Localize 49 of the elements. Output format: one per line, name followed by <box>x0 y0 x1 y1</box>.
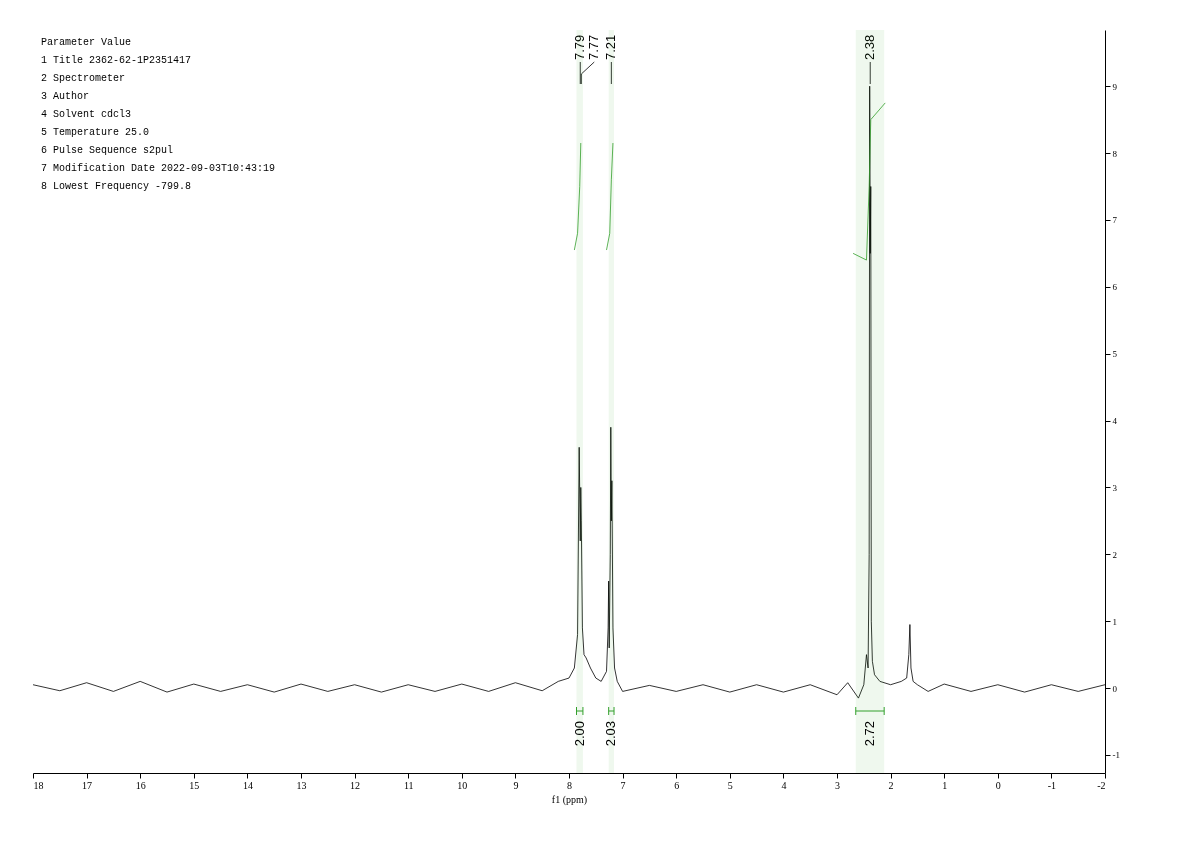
x-tick-label: 8 <box>567 779 572 791</box>
ref-line-label: 7.79 <box>572 34 588 60</box>
x-tick-label: 13 <box>296 779 307 791</box>
ref-line-label: 7.21 <box>603 34 619 60</box>
y-tick-label: 9 <box>1112 81 1118 92</box>
annotation: 1 Title 2362-62-1P2351417 <box>41 55 192 66</box>
x-tick-label: 15 <box>189 779 200 791</box>
y-tick-label: 3 <box>1112 482 1118 493</box>
x-tick-label: 16 <box>135 779 146 791</box>
y-tick-label: -1 <box>1112 750 1120 761</box>
band-label: 2.03 <box>603 721 619 747</box>
x-tick-label: -1 <box>1047 779 1057 791</box>
annotation: 8 Lowest Frequency -799.8 <box>41 181 192 192</box>
band-label: 2.72 <box>861 721 877 747</box>
annotation: Parameter Value <box>41 37 132 48</box>
y-tick-label: 6 <box>1112 282 1118 293</box>
x-tick-label: 10 <box>457 779 468 791</box>
y-tick-label: 5 <box>1112 349 1118 360</box>
x-tick-label: 11 <box>403 779 414 791</box>
ref-line-label: 2.38 <box>862 34 878 60</box>
ref-line-label: 7.77 <box>586 34 602 60</box>
annotation: 3 Author <box>41 91 90 102</box>
x-tick-label: 18 <box>33 779 44 791</box>
x-tick-label: 7 <box>620 779 626 791</box>
y-tick-label: 0 <box>1112 683 1118 694</box>
annotation: 5 Temperature 25.0 <box>41 127 150 138</box>
x-tick-label: 5 <box>727 779 733 791</box>
x-tick-label: 3 <box>835 779 840 791</box>
y-tick-label: 4 <box>1112 416 1118 427</box>
y-tick-label: 2 <box>1112 549 1117 560</box>
x-tick-label: 9 <box>513 779 519 791</box>
x-axis-title: f1 (ppm) <box>551 793 588 806</box>
x-tick-label: 0 <box>995 779 1001 791</box>
x-tick-label: 6 <box>674 779 680 791</box>
annotation: 2 Spectrometer <box>41 73 126 84</box>
band-label: 2.00 <box>571 721 587 747</box>
annotation: 4 Solvent cdcl3 <box>41 109 132 120</box>
x-tick-label: 12 <box>350 779 361 791</box>
y-tick-label: 8 <box>1112 148 1118 159</box>
x-tick-label: 2 <box>888 779 894 791</box>
x-tick-label: 1 <box>942 779 948 791</box>
x-tick-label: 17 <box>82 779 93 791</box>
y-tick-label: 1 <box>1112 616 1117 627</box>
x-tick-label: 4 <box>781 779 787 791</box>
annotation: 6 Pulse Sequence s2pul <box>41 145 174 156</box>
y-tick-label: 7 <box>1112 215 1118 226</box>
x-tick-label: -2 <box>1097 779 1106 791</box>
annotation: 7 Modification Date 2022-09-03T10:43:19 <box>41 163 276 174</box>
x-tick-label: 14 <box>242 779 253 791</box>
